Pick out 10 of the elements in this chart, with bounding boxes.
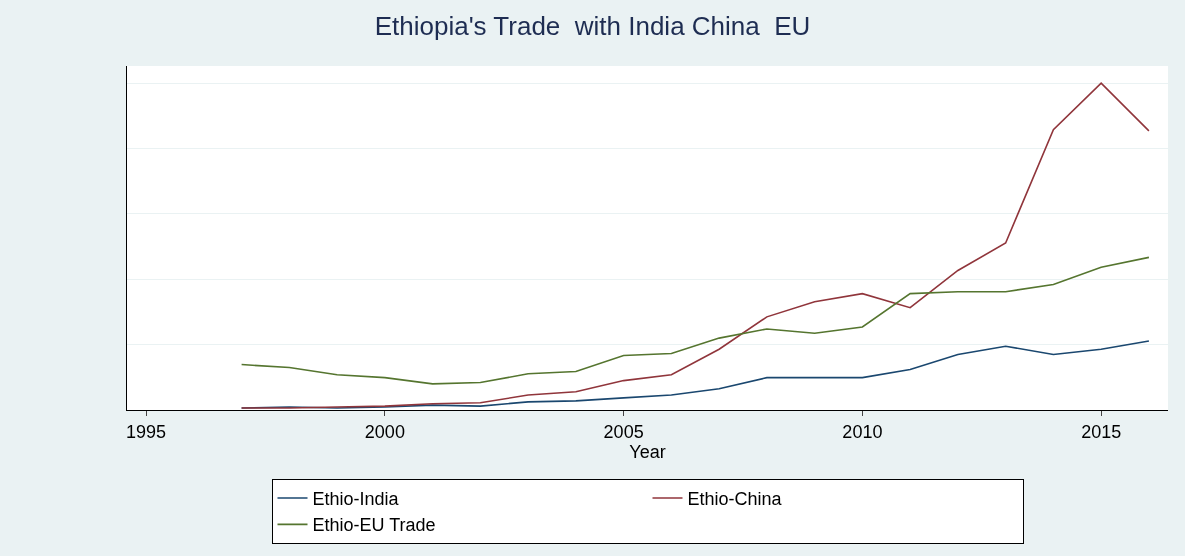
chart-title: Ethiopia's Trade with India China EU xyxy=(374,10,811,41)
legend-label: Ethio-EU Trade xyxy=(312,515,436,536)
x-axis-title: Year xyxy=(629,441,666,462)
x-tick-label: 1995 xyxy=(126,421,167,442)
legend-label: Ethio-India xyxy=(312,489,400,510)
x-tick-label: 2010 xyxy=(842,421,883,442)
x-tick-label: 2015 xyxy=(1081,421,1122,442)
x-tick-label: 2000 xyxy=(364,421,405,442)
legend-label: Ethio-China xyxy=(687,489,783,510)
x-tick-label: 2005 xyxy=(603,421,644,442)
